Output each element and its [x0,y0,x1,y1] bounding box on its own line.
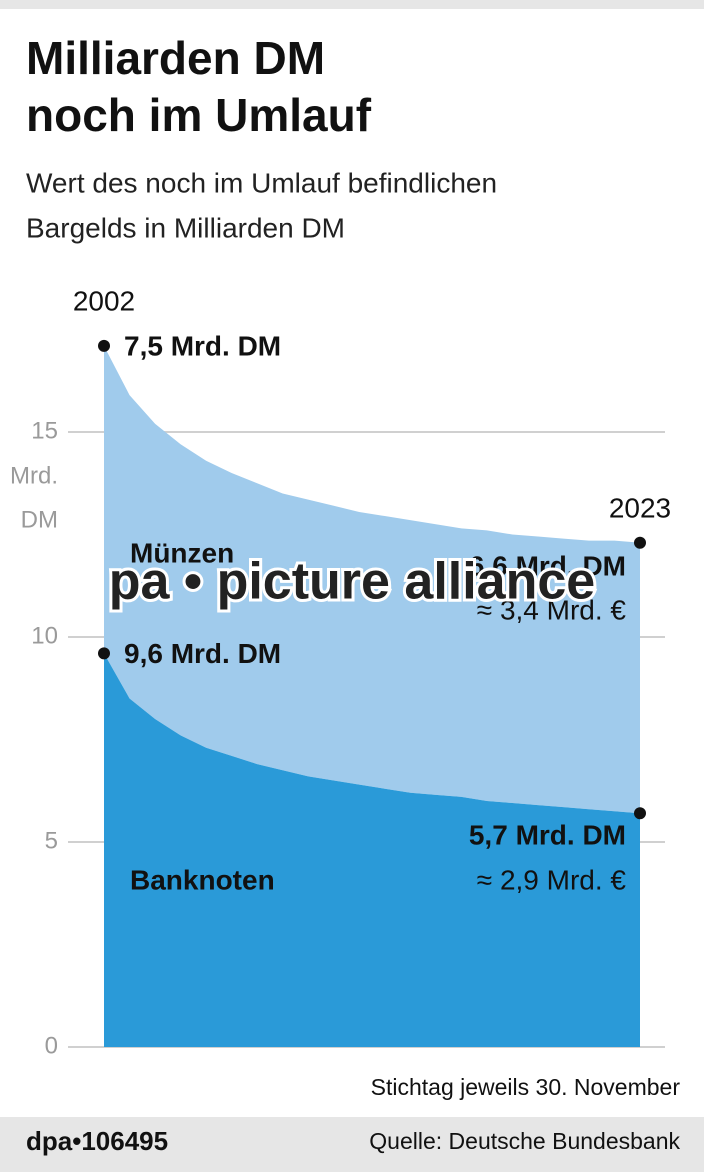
value-label: 5,7 Mrd. DM [469,819,626,850]
footer-source: Quelle: Deutsche Bundesbank [369,1128,680,1154]
note: Stichtag jeweils 30. November [371,1074,681,1100]
footer-bar [0,1117,704,1172]
y-tick-label: 10 [31,622,58,649]
end-note: ≈ 3,4 Mrd. € [477,594,627,625]
y-axis-label: DM [21,506,58,533]
value-label: 6,6 Mrd. DM [469,550,626,581]
y-axis-label: Mrd. [10,462,58,489]
chart-subtitle: Wert des noch im Umlauf befindlichen [26,167,497,198]
chart-title: noch im Umlauf [26,89,372,141]
point [634,807,646,820]
x-label: 2002 [73,285,135,316]
value-label: 7,5 Mrd. DM [124,330,281,361]
point [634,536,646,549]
chart-title: Milliarden DM [26,32,325,84]
series-label: Münzen [130,537,234,568]
top-strip [0,0,704,9]
area [104,653,640,1047]
end-note: ≈ 2,9 Mrd. € [477,864,627,895]
x-label: 2023 [609,492,671,523]
watermark: pa • picture alliance [109,553,595,611]
y-tick-label: 15 [31,417,58,444]
footer-id: dpa•106495 [26,1126,168,1156]
point [98,339,110,352]
area [104,345,640,814]
series-label: Banknoten [130,864,275,895]
value-label: 9,6 Mrd. DM [124,638,281,669]
y-tick-label: 0 [45,1032,58,1059]
point [98,647,110,660]
y-tick-label: 5 [45,827,58,854]
chart-subtitle: Bargelds in Milliarden DM [26,212,345,243]
